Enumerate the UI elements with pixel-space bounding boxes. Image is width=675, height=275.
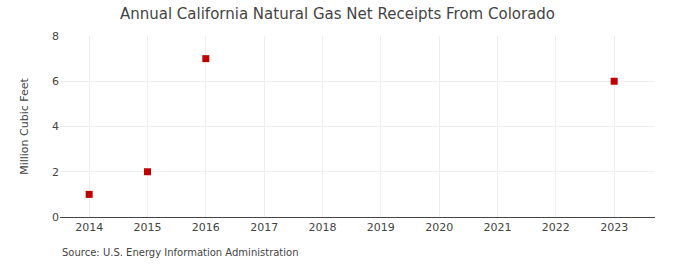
svg-text:2: 2 — [52, 166, 59, 179]
svg-text:4: 4 — [52, 120, 59, 133]
svg-text:6: 6 — [52, 75, 59, 88]
svg-text:2023: 2023 — [600, 221, 628, 234]
svg-text:8: 8 — [52, 30, 59, 43]
svg-text:Million Cubic Feet: Million Cubic Feet — [18, 77, 31, 174]
svg-text:2014: 2014 — [75, 221, 103, 234]
svg-text:Source: U.S. Energy Informatio: Source: U.S. Energy Information Administ… — [62, 247, 299, 258]
svg-text:2019: 2019 — [367, 221, 395, 234]
svg-text:2021: 2021 — [484, 221, 512, 234]
svg-text:2022: 2022 — [542, 221, 570, 234]
svg-text:2015: 2015 — [134, 221, 162, 234]
svg-text:2020: 2020 — [425, 221, 453, 234]
svg-text:2018: 2018 — [309, 221, 337, 234]
svg-text:2017: 2017 — [250, 221, 278, 234]
svg-text:0: 0 — [52, 211, 59, 224]
svg-text:2016: 2016 — [192, 221, 220, 234]
svg-text:Annual California Natural Gas: Annual California Natural Gas Net Receip… — [120, 5, 555, 23]
